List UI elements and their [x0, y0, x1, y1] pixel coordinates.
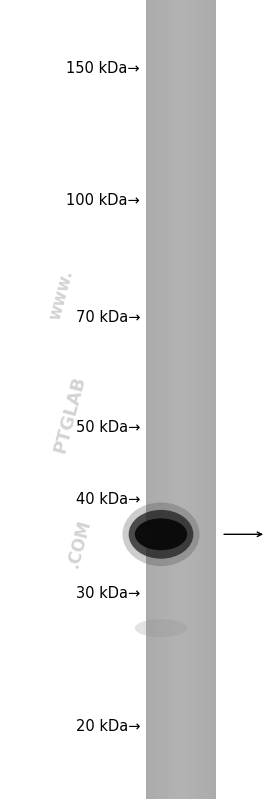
Bar: [189, 0, 190, 799]
Bar: [161, 0, 162, 799]
Bar: [185, 0, 186, 799]
Bar: [170, 0, 171, 799]
Ellipse shape: [135, 519, 187, 551]
Bar: [211, 0, 212, 799]
Bar: [183, 0, 184, 799]
Bar: [164, 0, 165, 799]
Bar: [168, 0, 169, 799]
Text: 150 kDa→: 150 kDa→: [66, 61, 140, 76]
Bar: [203, 0, 204, 799]
Bar: [190, 0, 191, 799]
Bar: [213, 0, 214, 799]
Text: 100 kDa→: 100 kDa→: [66, 193, 140, 209]
Bar: [174, 0, 175, 799]
Bar: [199, 0, 200, 799]
Bar: [171, 0, 172, 799]
Text: 30 kDa→: 30 kDa→: [76, 586, 140, 602]
Bar: [209, 0, 210, 799]
Bar: [146, 0, 216, 799]
Text: www.: www.: [46, 268, 77, 322]
Bar: [162, 0, 163, 799]
Bar: [212, 0, 213, 799]
Bar: [167, 0, 168, 799]
Bar: [182, 0, 183, 799]
Ellipse shape: [129, 510, 193, 559]
Bar: [188, 0, 189, 799]
Bar: [197, 0, 198, 799]
Ellipse shape: [135, 619, 187, 637]
Text: PTGLAB: PTGLAB: [51, 374, 89, 455]
Bar: [195, 0, 196, 799]
Bar: [181, 0, 182, 799]
Bar: [196, 0, 197, 799]
Bar: [169, 0, 170, 799]
Text: 20 kDa→: 20 kDa→: [76, 718, 140, 733]
Bar: [184, 0, 185, 799]
Bar: [200, 0, 202, 799]
Bar: [146, 0, 147, 799]
Bar: [176, 0, 177, 799]
Bar: [149, 0, 150, 799]
Bar: [151, 0, 153, 799]
Bar: [177, 0, 178, 799]
Bar: [179, 0, 181, 799]
Bar: [178, 0, 179, 799]
Bar: [204, 0, 205, 799]
Bar: [156, 0, 157, 799]
Bar: [163, 0, 164, 799]
Bar: [206, 0, 207, 799]
Bar: [160, 0, 161, 799]
Bar: [186, 0, 188, 799]
Bar: [153, 0, 154, 799]
Bar: [172, 0, 174, 799]
Bar: [155, 0, 156, 799]
Bar: [175, 0, 176, 799]
Bar: [214, 0, 216, 799]
Bar: [150, 0, 151, 799]
Bar: [210, 0, 211, 799]
Bar: [158, 0, 160, 799]
Bar: [192, 0, 193, 799]
Bar: [198, 0, 199, 799]
Bar: [207, 0, 209, 799]
Ellipse shape: [123, 503, 199, 566]
Bar: [147, 0, 148, 799]
Bar: [205, 0, 206, 799]
Bar: [157, 0, 158, 799]
Bar: [148, 0, 149, 799]
Bar: [202, 0, 203, 799]
Bar: [193, 0, 195, 799]
Text: 40 kDa→: 40 kDa→: [76, 492, 140, 507]
Bar: [191, 0, 192, 799]
Text: .COM: .COM: [63, 517, 94, 570]
Text: 70 kDa→: 70 kDa→: [76, 310, 140, 324]
Bar: [165, 0, 167, 799]
Text: 50 kDa→: 50 kDa→: [76, 419, 140, 435]
Bar: [154, 0, 155, 799]
